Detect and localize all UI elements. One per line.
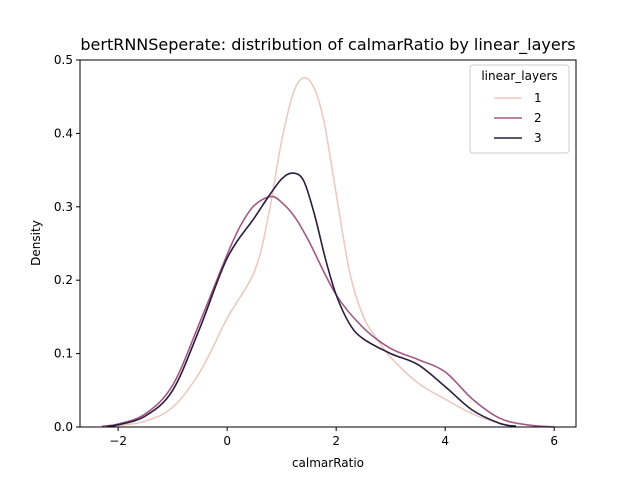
- y-tick-label: 0.0: [54, 420, 73, 434]
- legend-label-2: 2: [534, 111, 542, 125]
- x-tick-label: 6: [550, 434, 558, 448]
- plot-frame: [79, 59, 577, 428]
- y-tick-label: 0.2: [54, 273, 73, 287]
- legend: linear_layers 1 2 3: [469, 64, 570, 154]
- series-line-3: [107, 172, 517, 428]
- chart-title: bertRNNSeperate: distribution of calmarR…: [80, 35, 575, 55]
- series-line-1: [118, 76, 517, 428]
- x-tick-label: 2: [332, 434, 340, 448]
- x-tick-label: −2: [109, 434, 127, 448]
- y-tick-label: 0.3: [54, 200, 73, 214]
- y-tick-label: 0.4: [54, 126, 73, 140]
- x-axis-label: calmarRatio: [292, 456, 364, 470]
- x-tick-label: 4: [441, 434, 449, 448]
- series-lines: [101, 76, 555, 428]
- legend-label-3: 3: [534, 131, 542, 145]
- x-tick-label: 0: [223, 434, 231, 448]
- legend-label-1: 1: [534, 91, 542, 105]
- x-ticks: −2 0 2 4 6: [109, 427, 558, 448]
- series-line-2: [101, 195, 555, 428]
- y-tick-label: 0.5: [54, 53, 73, 67]
- y-ticks: 0.0 0.1 0.2 0.3 0.4 0.5: [54, 53, 80, 434]
- legend-box: [469, 64, 570, 154]
- y-tick-label: 0.1: [54, 347, 73, 361]
- legend-title: linear_layers: [481, 69, 557, 83]
- y-axis-label: Density: [29, 220, 43, 266]
- legend-items: 1 2 3: [494, 91, 542, 145]
